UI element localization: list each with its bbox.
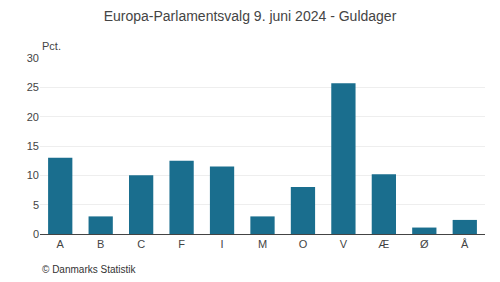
svg-text:Pct.: Pct. [42, 40, 61, 52]
svg-text:Europa-Parlamentsvalg 9. juni: Europa-Parlamentsvalg 9. juni 2024 - Gul… [104, 8, 397, 24]
svg-text:Ø: Ø [420, 238, 429, 250]
svg-text:0: 0 [33, 228, 39, 240]
svg-text:O: O [299, 238, 308, 250]
svg-text:I: I [221, 238, 224, 250]
svg-text:15: 15 [27, 140, 39, 152]
svg-text:C: C [137, 238, 145, 250]
svg-text:Å: Å [461, 238, 469, 250]
svg-text:M: M [258, 238, 267, 250]
svg-text:F: F [178, 238, 185, 250]
svg-text:V: V [340, 238, 348, 250]
svg-text:20: 20 [27, 111, 39, 123]
svg-text:25: 25 [27, 81, 39, 93]
svg-text:30: 30 [27, 52, 39, 64]
svg-text:5: 5 [33, 199, 39, 211]
svg-text:B: B [97, 238, 104, 250]
svg-text:Æ: Æ [378, 238, 389, 250]
svg-text:10: 10 [27, 169, 39, 181]
svg-text:© Danmarks Statistik: © Danmarks Statistik [42, 264, 137, 275]
svg-text:A: A [57, 238, 65, 250]
